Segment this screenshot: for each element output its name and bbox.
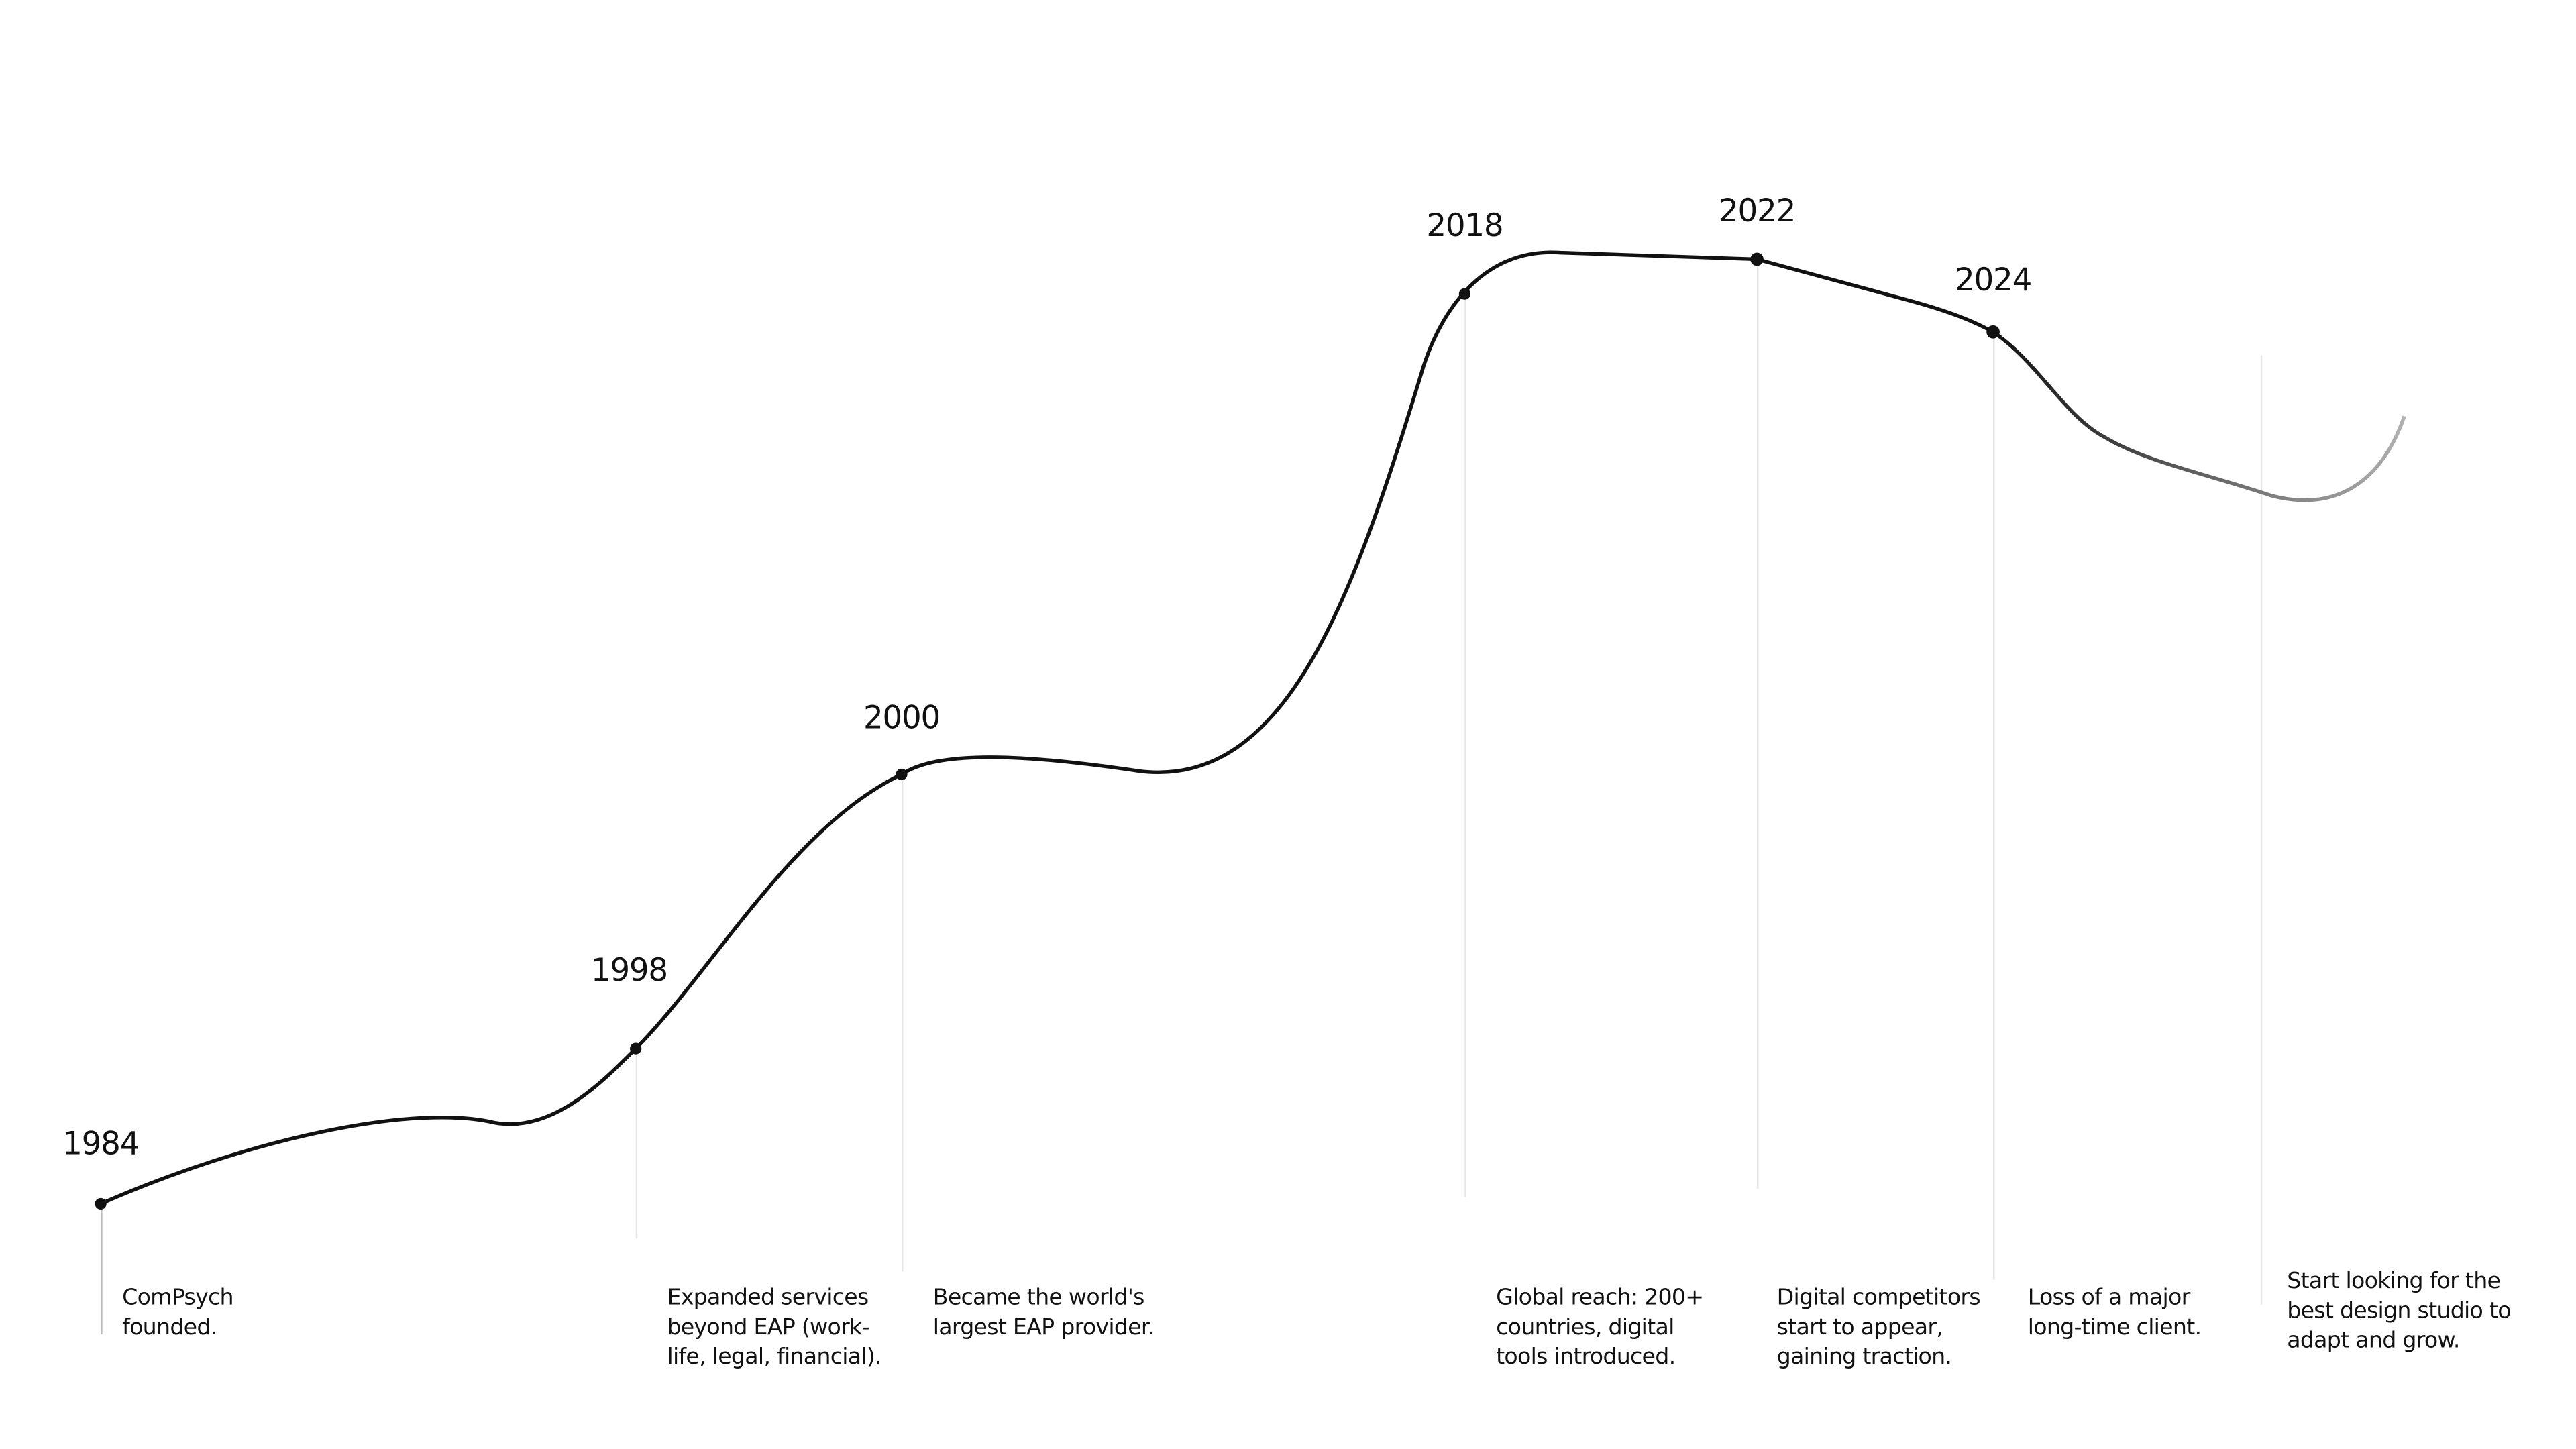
milestone-dot — [896, 768, 908, 781]
milestone-description: ComPsych — [122, 1284, 233, 1310]
milestone-description: Start looking for the — [2287, 1267, 2500, 1293]
milestone-description: Loss of a major — [2028, 1284, 2191, 1310]
milestone-description: beyond EAP (work- — [667, 1313, 869, 1340]
year-label: 2000 — [863, 700, 940, 737]
milestone-description: Expanded services — [667, 1284, 868, 1310]
milestone-description: tools introduced. — [1496, 1343, 1675, 1369]
milestone-description: founded. — [122, 1313, 217, 1340]
labels: 1984 ComPsych founded. 1998 Expanded service… — [62, 193, 2511, 1369]
milestone-description: Became the world's — [933, 1284, 1144, 1310]
milestone-description: best design studio to — [2287, 1297, 2511, 1323]
guide-lines — [101, 259, 2263, 1334]
milestone-description: largest EAP provider. — [933, 1313, 1155, 1340]
year-label: 2018 — [1426, 208, 1503, 244]
milestone-description: countries, digital — [1496, 1313, 1674, 1340]
milestone-dot — [1750, 252, 1764, 266]
milestone-description: life, legal, financial). — [667, 1343, 881, 1369]
milestone-description: gaining traction. — [1777, 1343, 1952, 1369]
growth-curve — [100, 250, 1994, 1205]
dots — [95, 252, 2000, 1210]
growth-curve-tail — [1992, 330, 2406, 502]
milestone-description: Digital competitors — [1777, 1284, 1980, 1310]
year-label: 2022 — [1719, 193, 1795, 229]
milestone-dot — [1458, 288, 1470, 300]
milestone-description: adapt and grow. — [2287, 1327, 2459, 1353]
milestone-description: long-time client. — [2028, 1313, 2202, 1340]
milestone-description: start to appear, — [1777, 1313, 1943, 1340]
milestone-description: Global reach: 200+ — [1496, 1284, 1703, 1310]
year-label: 1984 — [62, 1126, 139, 1163]
milestone-dot — [95, 1197, 107, 1210]
year-label: 1998 — [591, 953, 667, 989]
year-label: 2024 — [1955, 262, 2031, 299]
milestone-dot — [1986, 325, 2000, 339]
milestone-dot — [630, 1042, 642, 1055]
